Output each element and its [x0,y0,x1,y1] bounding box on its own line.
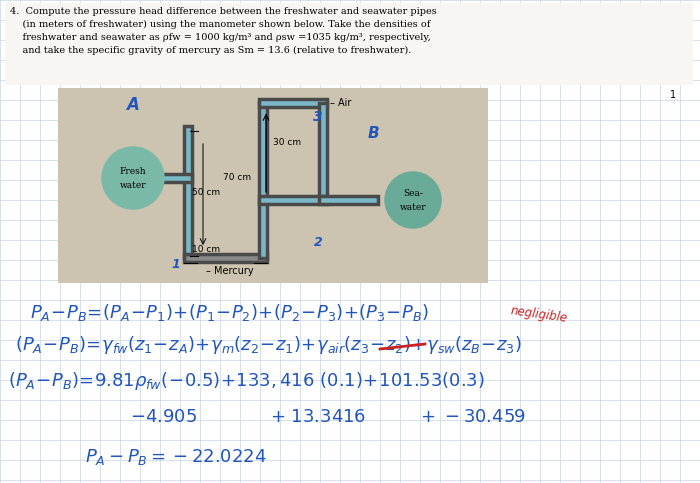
Bar [319,196,378,204]
Text: – Mercury: – Mercury [206,266,253,276]
Bar [184,126,192,258]
Circle shape [103,148,163,208]
Text: 30 cm: 30 cm [273,138,301,147]
Bar [184,254,267,262]
Text: A: A [127,96,139,114]
Circle shape [386,173,440,227]
Bar [259,196,327,204]
Text: $-4.905$: $-4.905$ [130,408,197,426]
Bar [259,103,267,258]
Text: negligible: negligible [510,304,568,325]
Text: (in meters of freshwater) using the manometer shown below. Take the densities of: (in meters of freshwater) using the mano… [10,20,430,29]
Text: $P_A\!-\!P_B\!=\!(P_A\!-\!P_1)\!+\!(P_1\!-\!P_2)\!+\!(P_2\!-\!P_3)\!+\!(P_3\!-\!: $P_A\!-\!P_B\!=\!(P_A\!-\!P_1)\!+\!(P_1\… [30,302,429,323]
Bar [161,174,192,182]
Text: 3: 3 [313,110,323,124]
Text: 70 cm: 70 cm [223,173,251,182]
Text: Fresh: Fresh [120,168,146,176]
Text: $+\ -30.459$: $+\ -30.459$ [420,408,526,426]
Text: Sea-: Sea- [403,189,423,199]
Text: $(P_A\!-\!P_B)\!=\!\gamma_{fw}(z_1\!-\!z_A)\!+\!\gamma_m(z_2\!-\!z_1)\!+\!\gamma: $(P_A\!-\!P_B)\!=\!\gamma_{fw}(z_1\!-\!z… [15,334,522,356]
Bar [5,3,693,85]
Text: – Air: – Air [330,98,351,108]
Text: B: B [368,126,379,141]
Text: 1: 1 [670,90,676,100]
Text: and take the specific gravity of mercury as Sm = 13.6 (relative to freshwater).: and take the specific gravity of mercury… [10,46,412,55]
Text: freshwater and seawater as ρfw = 1000 kg/m³ and ρsw =1035 kg/m³, respectively,: freshwater and seawater as ρfw = 1000 kg… [10,33,430,42]
Text: water: water [120,181,146,189]
Text: $+\ 13.3416$: $+\ 13.3416$ [270,408,366,426]
Text: water: water [400,202,426,212]
Text: 4.  Compute the pressure head difference between the freshwater and seawater pip: 4. Compute the pressure head difference … [10,7,437,16]
Text: $(P_A\!-\!P_B)\!=\!9.81\rho_{fw}(\!-\!0.5)\!+\!133,416\ (0.1)\!+\!101.53(0.3)$: $(P_A\!-\!P_B)\!=\!9.81\rho_{fw}(\!-\!0.… [8,370,484,392]
Bar [259,99,327,107]
Bar [319,103,327,200]
Bar [58,88,488,283]
Text: $P_A - P_B = -22.0224$: $P_A - P_B = -22.0224$ [85,447,267,467]
Text: 2: 2 [314,236,323,249]
Text: 10 cm: 10 cm [192,245,220,254]
Text: 1: 1 [171,258,180,271]
Text: 50 cm: 50 cm [192,188,220,197]
